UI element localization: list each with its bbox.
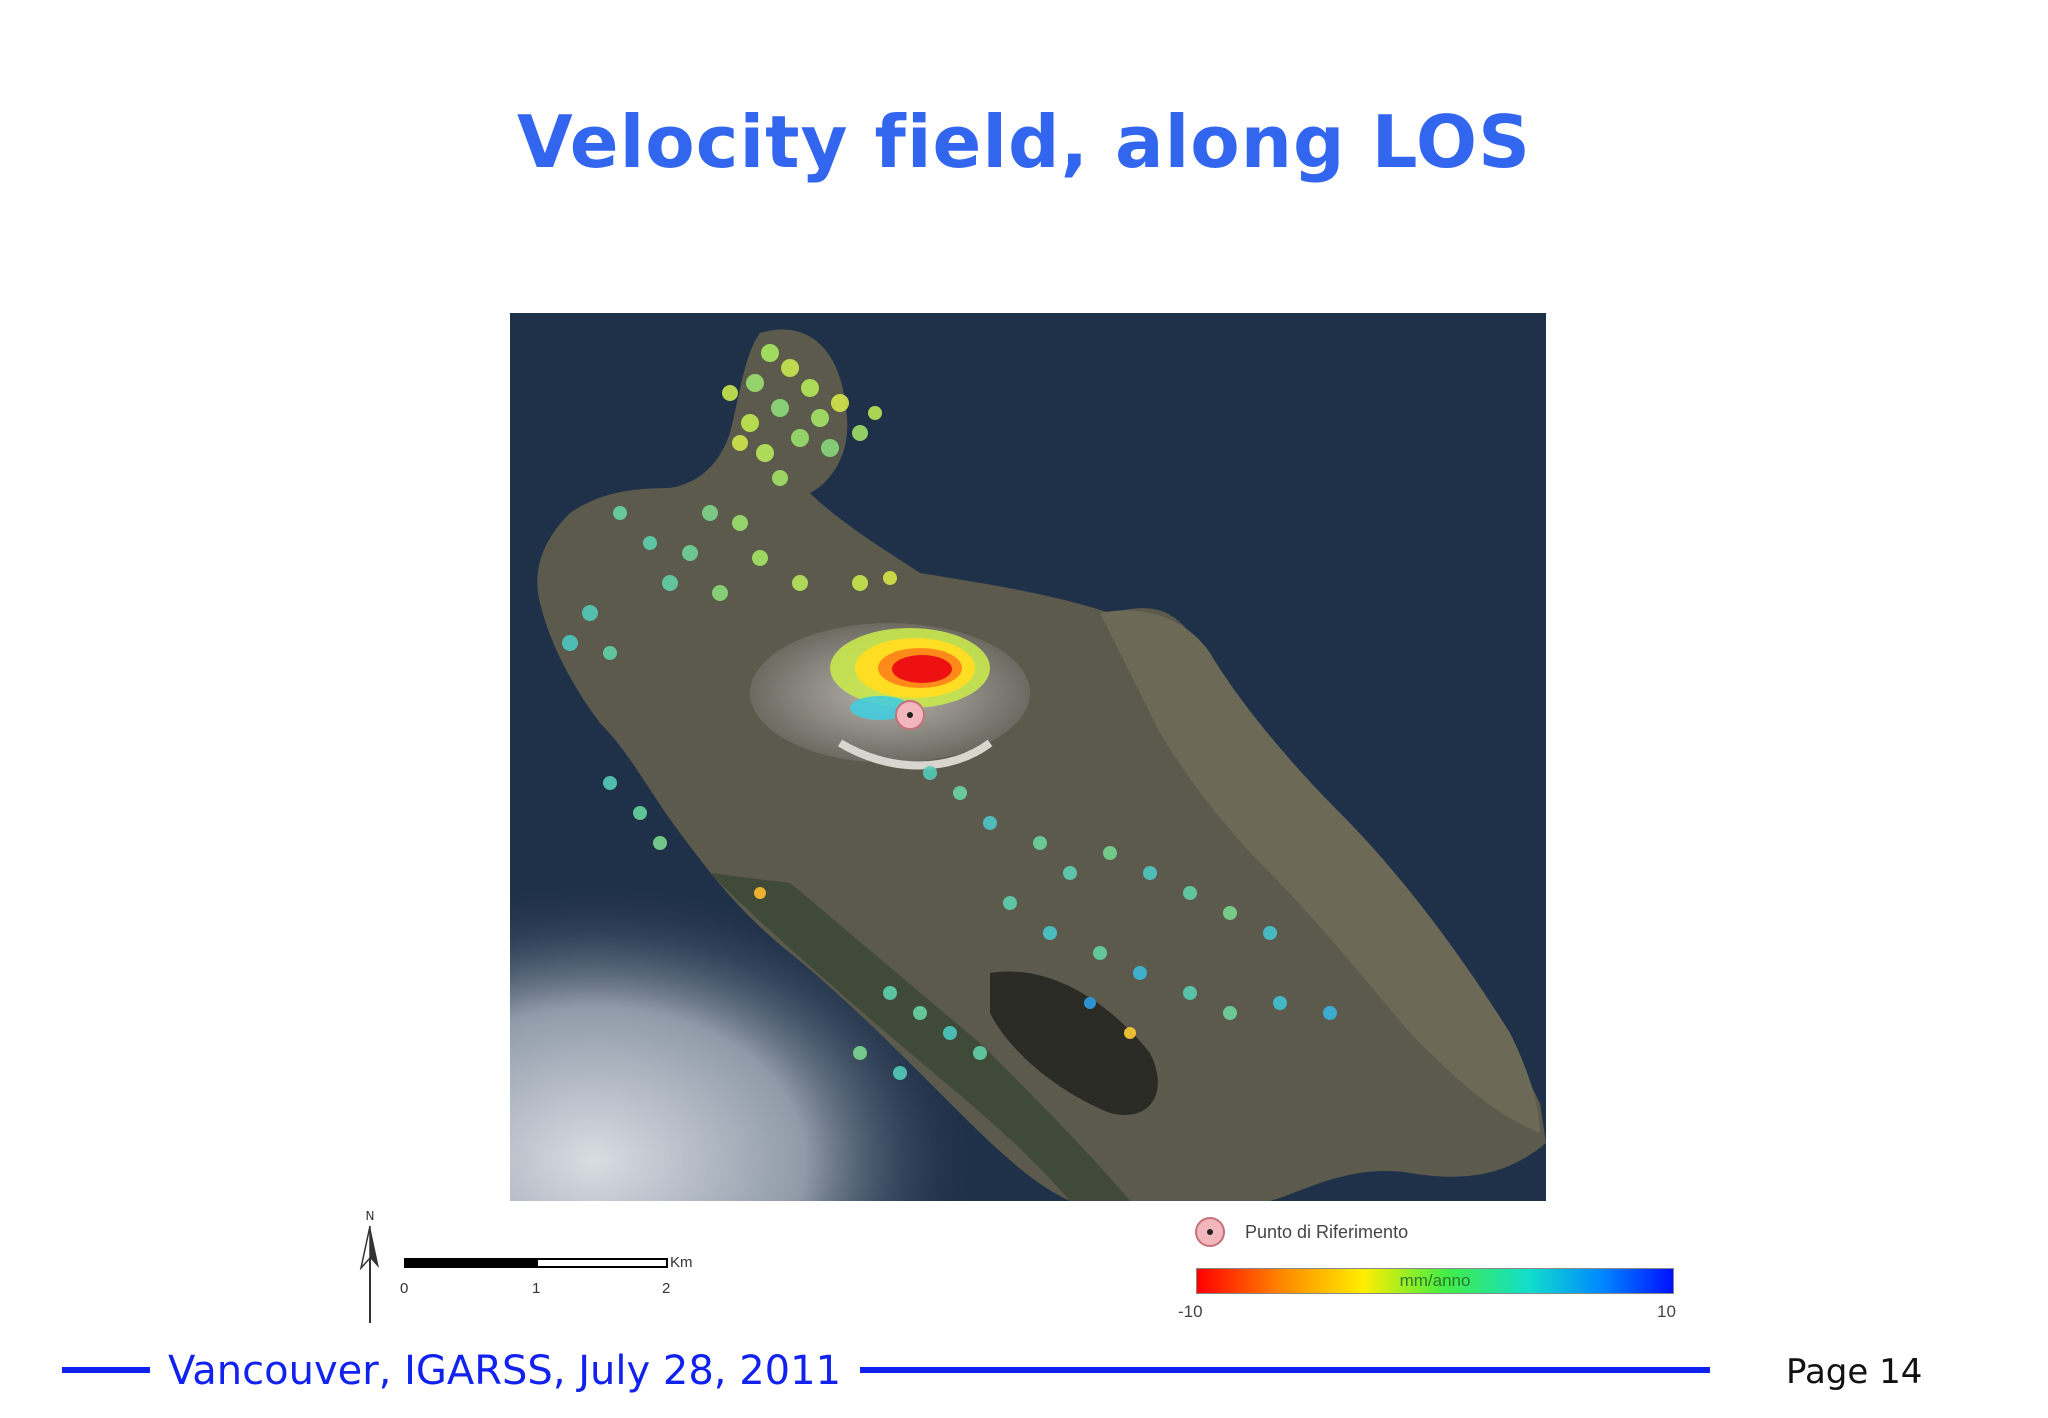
reference-point-label: Punto di Riferimento	[1245, 1221, 1409, 1242]
island-landmass	[537, 329, 1546, 1201]
crater-deformation-anomaly	[830, 628, 990, 720]
velocity-map-image	[510, 313, 1546, 1201]
scale-bar-segment-dark	[404, 1258, 536, 1268]
north-arrow-label: N	[366, 1209, 375, 1223]
scale-bar-segment-light	[536, 1258, 668, 1268]
velocity-colorbar: mm/anno	[1196, 1268, 1674, 1294]
scale-tick-2: 2	[662, 1280, 671, 1297]
reference-point-icon	[1195, 1217, 1225, 1247]
ps-points-north	[722, 344, 882, 486]
caldera-rim	[837, 739, 993, 770]
satellite-map	[510, 313, 1546, 1201]
colorbar-unit-label: mm/anno	[1399, 1271, 1471, 1290]
scale-tick-1: 1	[532, 1280, 541, 1297]
scale-bar: 0 1 2 Km	[400, 1254, 710, 1298]
scale-unit: Km	[670, 1254, 693, 1271]
ps-points-south	[754, 766, 1337, 1080]
eastern-ridge	[1100, 610, 1540, 1133]
colorbar-min-label: -10	[1178, 1302, 1203, 1321]
ps-points-west	[562, 505, 897, 850]
footer-line-right	[860, 1367, 1710, 1373]
colorbar-max-label: 10	[1657, 1302, 1676, 1321]
reference-point-legend: Punto di Riferimento	[1195, 1215, 1408, 1249]
footer-event: Vancouver, IGARSS, July 28, 2011	[168, 1348, 842, 1394]
southwest-coast-vegetation	[710, 873, 1130, 1201]
slide-title: Velocity field, along LOS	[517, 100, 1531, 184]
scale-tick-0: 0	[400, 1280, 409, 1297]
footer-line-left	[62, 1367, 150, 1373]
southern-lava-field	[990, 971, 1158, 1115]
north-arrow-icon: N	[359, 1209, 379, 1323]
reference-point-marker	[895, 700, 925, 730]
page-number: Page 14	[1786, 1352, 1923, 1392]
